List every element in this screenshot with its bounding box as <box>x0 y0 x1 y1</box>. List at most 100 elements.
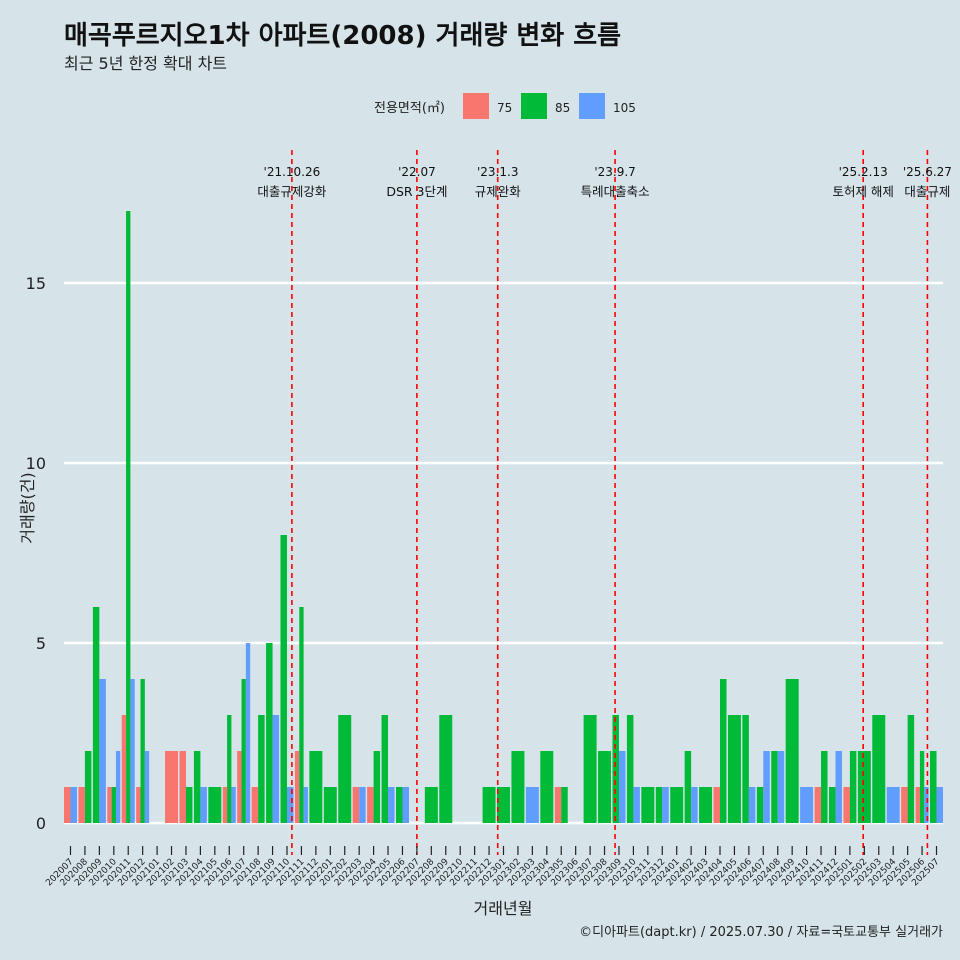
bar-202007-75 <box>64 787 71 823</box>
event-date: '23.1.3 <box>477 165 518 179</box>
bar-202412-85 <box>828 787 836 823</box>
event-date: '23.9.7 <box>594 165 635 179</box>
y-tick-label: 10 <box>26 454 46 473</box>
bar-202009-105 <box>99 679 106 823</box>
bar-202312-105 <box>662 787 669 823</box>
legend-swatch-75 <box>463 93 489 119</box>
bar-202109-85 <box>266 643 273 823</box>
bar-202305-75 <box>554 787 562 823</box>
y-tick-label: 0 <box>36 814 46 833</box>
chart-title: 매곡푸르지오1차 아파트(2008) 거래량 변화 흐름 <box>64 21 621 51</box>
bars <box>64 211 943 823</box>
legend-label-85: 85 <box>555 101 570 115</box>
bar-202402-85 <box>684 751 692 823</box>
event-label: 토허제 해제 <box>832 184 893 199</box>
bar-202311-85 <box>641 787 655 823</box>
bar-202108-75 <box>251 787 259 823</box>
bar-202203-75 <box>352 787 360 823</box>
bar-202205-105 <box>388 787 395 823</box>
bar-202411-75 <box>814 787 822 823</box>
bar-202404-75 <box>713 787 721 823</box>
bar-202011-105 <box>130 679 135 823</box>
bar-202307-85 <box>583 715 597 823</box>
bar-202011-75 <box>121 715 127 823</box>
legend-swatch-105 <box>579 93 605 119</box>
bar-202106-85 <box>227 715 232 823</box>
event-label: DSR 3단계 <box>386 184 447 199</box>
event-label: 규제완화 <box>475 184 522 199</box>
bar-202404-85 <box>720 679 727 823</box>
bar-202304-85 <box>540 751 554 823</box>
bar-202303-105 <box>525 787 539 823</box>
bar-202407-105 <box>763 751 770 823</box>
legend-label-75: 75 <box>497 101 512 115</box>
bar-202106-105 <box>231 787 236 823</box>
caption: ©디아파트(dapt.kr) / 2025.07.30 / 자료=국토교통부 실… <box>579 925 943 940</box>
bar-202401-85 <box>670 787 684 823</box>
bar-202010-85 <box>111 787 116 823</box>
x-axis-title: 거래년월 <box>474 899 533 918</box>
bar-202506-105 <box>924 787 929 823</box>
legend: 전용면적(㎡) 75 85 105 <box>374 93 636 119</box>
bar-202502-85 <box>857 751 871 823</box>
bar-202302-85 <box>511 751 525 823</box>
bar-202107-85 <box>241 679 246 823</box>
bar-202012-105 <box>144 751 150 823</box>
bar-202212-85 <box>482 787 496 823</box>
bar-202104-105 <box>200 787 207 823</box>
bar-202407-85 <box>756 787 764 823</box>
bar-202402-105 <box>691 787 698 823</box>
bar-202503-85 <box>872 715 886 823</box>
bar-202505-75 <box>901 787 908 823</box>
bar-202112-85 <box>309 751 323 823</box>
bar-202504-105 <box>886 787 900 823</box>
bar-202010-105 <box>115 751 121 823</box>
bar-202408-85 <box>771 751 778 823</box>
bar-202408-105 <box>777 751 785 823</box>
bar-202104-85 <box>193 751 201 823</box>
bar-202506-75 <box>915 787 920 823</box>
bar-202009-85 <box>92 607 100 823</box>
bar-202012-85 <box>140 679 145 823</box>
gridlines <box>64 281 943 825</box>
event-date: '25.6.27 <box>903 165 952 179</box>
bar-202501-75 <box>843 787 850 823</box>
bar-202309-105 <box>618 751 626 823</box>
event-date: '22.07 <box>398 165 436 179</box>
bar-202506-85 <box>919 751 925 823</box>
bar-202301-85 <box>497 787 510 823</box>
bar-202012-75 <box>136 787 141 823</box>
bar-202209-85 <box>439 715 453 823</box>
event-date: '25.2.13 <box>839 165 888 179</box>
bar-202507-105 <box>936 787 943 823</box>
bar-202208-85 <box>424 787 438 823</box>
bar-202411-85 <box>821 751 828 823</box>
bar-202105-85 <box>208 787 222 823</box>
bar-202109-105 <box>272 715 280 823</box>
legend-label-105: 105 <box>613 101 636 115</box>
bar-202110-85 <box>280 535 287 823</box>
bar-202011-85 <box>126 211 131 823</box>
bar-202102-75 <box>165 751 179 823</box>
bar-202201-85 <box>323 787 337 823</box>
bar-202106-75 <box>222 787 228 823</box>
y-tick-label: 5 <box>36 634 46 653</box>
bar-202204-75 <box>367 787 374 823</box>
event-label: 대출규제 <box>904 184 950 199</box>
bar-202206-105 <box>402 787 409 823</box>
y-axis-title: 거래량(건) <box>18 472 37 543</box>
bar-202103-75 <box>179 751 186 823</box>
bar-202409-85 <box>785 679 799 823</box>
legend-title: 전용면적(㎡) <box>374 101 445 116</box>
bar-202203-105 <box>359 787 366 823</box>
bar-202007-105 <box>70 787 77 823</box>
bar-202406-85 <box>742 715 749 823</box>
bar-202501-85 <box>849 751 857 823</box>
bar-202412-105 <box>835 751 842 823</box>
bar-202111-105 <box>303 787 308 823</box>
x-axis: 2020072020082020092020102020112020122021… <box>44 846 942 888</box>
bar-202111-75 <box>294 751 300 823</box>
bar-202309-85 <box>612 715 619 823</box>
y-tick-label: 15 <box>26 274 46 293</box>
